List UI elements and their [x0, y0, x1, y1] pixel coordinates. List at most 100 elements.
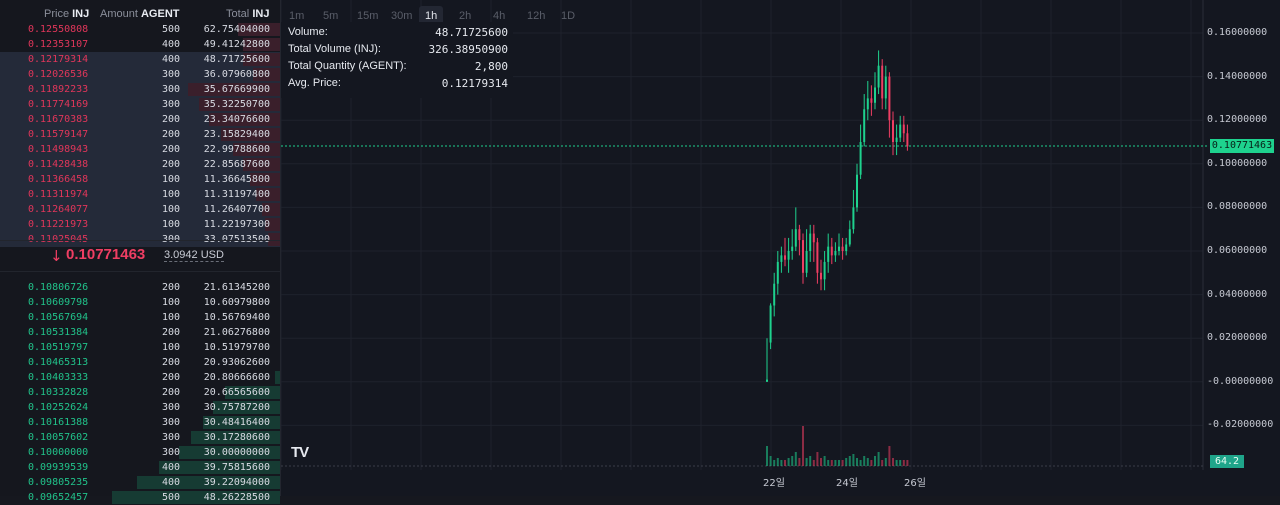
timeframe-1h[interactable]: 1h [419, 6, 444, 26]
ask-row[interactable]: 0.12179314 400 48.71725600 [0, 52, 280, 67]
bid-row[interactable]: 0.10531384 200 21.06276800 [0, 325, 280, 340]
price-chart[interactable]: 1m 5m 15m 30m 1h 2h 4h 12h 1D Volume: 48.71725600… [281, 0, 1280, 496]
bid-row[interactable]: 0.09939539 400 39.75815600 [0, 460, 280, 475]
usd-value[interactable]: 3.0942 USD [164, 249, 224, 262]
row-price: 0.09939539 [28, 462, 89, 473]
orderbook-panel: Price INJ Amount AGENT Total INJ 0.12550… [0, 0, 281, 504]
row-amount: 500 [161, 24, 180, 35]
row-amount: 300 [161, 69, 180, 80]
bid-row[interactable]: 0.09805235 400 39.22094000 [0, 475, 280, 490]
ask-row[interactable]: 0.11892233 300 35.67669900 [0, 82, 280, 97]
timeframe-5m[interactable]: 5m [323, 10, 339, 22]
depth-bar [268, 233, 280, 246]
ask-row[interactable]: 0.11366458 100 11.36645800 [0, 172, 280, 187]
depth-bar [159, 461, 280, 474]
date-label: 22일 [763, 478, 785, 489]
price-axis-label: 0.10000000 [1207, 157, 1268, 169]
row-amount: 500 [161, 492, 180, 503]
volume-bar [866, 458, 869, 466]
bid-row[interactable]: 0.10057602 300 30.17280600 [0, 430, 280, 445]
bid-row[interactable]: 0.10519797 100 10.51979700 [0, 340, 280, 355]
timeframe-4h[interactable]: 4h [493, 10, 506, 22]
bid-row[interactable]: 0.10806726 200 21.61345200 [0, 280, 280, 295]
volume-bar [895, 460, 898, 466]
row-total: 10.56769400 [203, 312, 270, 323]
timeframe-30m[interactable]: 30m [391, 10, 413, 22]
candle-body [809, 233, 812, 251]
row-amount: 200 [161, 387, 180, 398]
bid-row[interactable]: 0.10465313 200 20.93062600 [0, 355, 280, 370]
ask-row[interactable]: 0.11579147 200 23.15829400 [0, 127, 280, 142]
tooltip-row: Volume: 48.71725600 [288, 26, 508, 44]
volume-bar [794, 452, 797, 466]
row-total: 11.31197400 [203, 189, 270, 200]
price-axis-label: 0.02000000 [1207, 332, 1268, 344]
candle-body [773, 283, 776, 306]
bid-row[interactable]: 0.10609798 100 10.60979800 [0, 295, 280, 310]
candle-body [784, 255, 786, 260]
volume-bar [798, 458, 801, 466]
row-price: 0.11774169 [28, 99, 89, 110]
ask-row[interactable]: 0.11264077 100 11.26407700 [0, 202, 280, 217]
timeframe-1D[interactable]: 1D [561, 10, 576, 22]
row-total: 48.26228500 [203, 492, 270, 503]
timeframe-15m[interactable]: 15m [357, 10, 379, 22]
row-total: 48.71725600 [203, 54, 270, 65]
price-header[interactable]: Price INJ [44, 8, 90, 20]
bid-row[interactable]: 0.10161388 300 30.48416400 [0, 415, 280, 430]
row-amount: 200 [161, 372, 180, 383]
ask-row[interactable]: 0.12353107 400 49.41242800 [0, 37, 280, 52]
ask-row[interactable]: 0.11311974 100 11.31197400 [0, 187, 280, 202]
amount-header[interactable]: Amount AGENT [100, 8, 180, 20]
depth-bar [250, 173, 280, 186]
timeframe-12h[interactable]: 12h [527, 10, 546, 22]
candle-body [820, 272, 822, 280]
tooltip-value: 0.12179314 [441, 77, 508, 90]
volume-bar [784, 460, 786, 466]
row-price: 0.12026536 [28, 69, 89, 80]
timeframe-2h[interactable]: 2h [459, 10, 472, 22]
candle-body [787, 251, 790, 260]
candle-body [856, 174, 858, 208]
row-amount: 400 [161, 39, 180, 50]
bid-row[interactable]: 0.10567694 100 10.56769400 [0, 310, 280, 325]
volume-bar [852, 454, 855, 466]
ask-row[interactable]: 0.11670383 200 23.34076600 [0, 112, 280, 127]
row-total: 20.93062600 [203, 357, 270, 368]
total-header[interactable]: Total INJ [226, 8, 270, 20]
candle-body [852, 207, 855, 230]
volume-bar [863, 456, 866, 466]
bid-row[interactable]: 0.10000000 300 30.00000000 [0, 445, 280, 460]
timeframe-1m[interactable]: 1m [289, 10, 305, 22]
volume-bar [830, 460, 833, 466]
row-amount: 100 [161, 297, 180, 308]
bid-row[interactable]: 0.10403333 200 20.80666600 [0, 370, 280, 385]
row-amount: 100 [161, 312, 180, 323]
tradingview-logo[interactable]: TV [291, 444, 309, 461]
ask-row[interactable]: 0.11498943 200 22.99788600 [0, 142, 280, 157]
volume-bar [888, 446, 891, 466]
ask-row[interactable]: 0.11774169 300 35.32250700 [0, 97, 280, 112]
row-price: 0.12550808 [28, 24, 89, 35]
bid-row[interactable]: 0.09652457 500 48.26228500 [0, 490, 280, 505]
row-amount: 300 [161, 84, 180, 95]
row-price: 0.10806726 [28, 282, 89, 293]
ask-row[interactable]: 0.12550808 500 62.75404000 [0, 22, 280, 37]
candle-body [805, 251, 808, 273]
ask-row[interactable]: 0.11221973 100 11.22197300 [0, 217, 280, 232]
ask-row[interactable]: 0.11025045 300 33.07513500 [0, 232, 280, 247]
candlestick-chart[interactable] [281, 0, 1280, 496]
volume-bar [877, 452, 880, 466]
ask-row[interactable]: 0.11428438 200 22.85687600 [0, 157, 280, 172]
candle-body [780, 255, 783, 262]
ask-row[interactable]: 0.12026536 300 36.07960800 [0, 67, 280, 82]
row-total: 49.41242800 [203, 39, 270, 50]
candle-body [802, 240, 804, 273]
depth-bar [188, 83, 280, 96]
price-axis-label: -0.02000000 [1207, 419, 1274, 431]
candle-body [881, 65, 884, 99]
row-total: 23.34076600 [203, 114, 270, 125]
bid-row[interactable]: 0.10252624 300 30.75787200 [0, 400, 280, 415]
row-total: 11.36645800 [203, 174, 270, 185]
bid-row[interactable]: 0.10332828 200 20.66565600 [0, 385, 280, 400]
